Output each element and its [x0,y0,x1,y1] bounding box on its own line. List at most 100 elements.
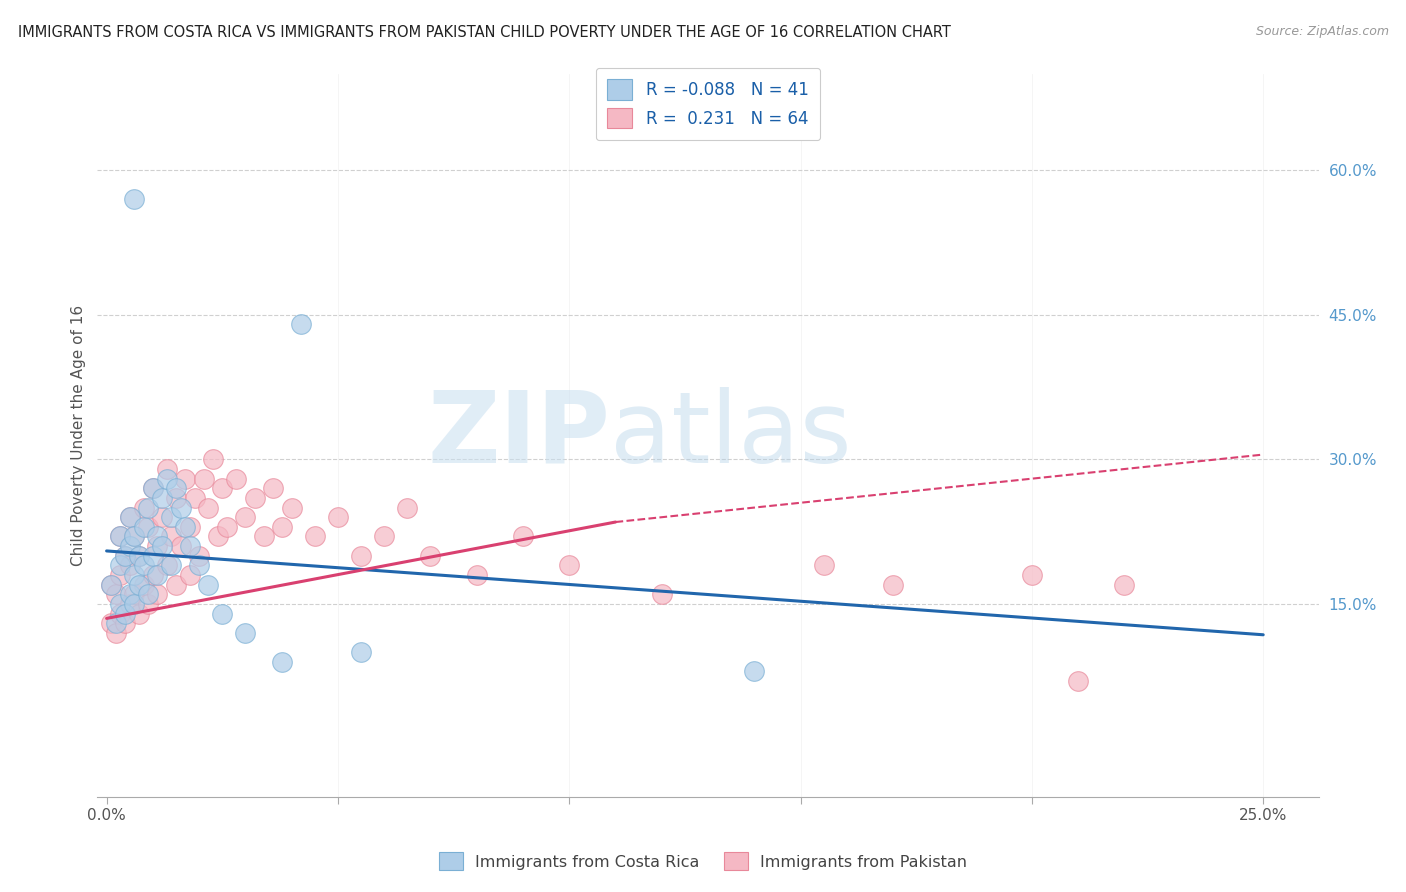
Point [100,577,122,591]
Point [271,520,294,534]
Point [128,577,150,591]
Point [350,645,373,659]
Point [207,529,229,543]
Point [118,510,141,524]
Point [160,510,183,524]
Point [169,539,191,553]
Point [128,549,150,563]
Point [253,529,276,543]
Point [262,481,284,495]
Point [114,616,136,631]
Point [188,549,211,563]
Point [110,597,132,611]
Point [114,549,136,563]
Point [179,568,201,582]
Point [165,577,187,591]
Point [179,520,201,534]
Point [146,539,169,553]
Point [419,549,441,563]
Text: Source: ZipAtlas.com: Source: ZipAtlas.com [1256,25,1389,38]
Point [813,558,835,573]
Point [124,529,146,543]
Point [110,529,132,543]
Point [156,558,179,573]
Point [558,558,581,573]
Point [132,558,155,573]
Point [465,568,488,582]
Point [1067,673,1090,688]
Point [160,558,183,573]
Point [124,587,146,601]
Point [183,491,205,505]
Point [132,520,155,534]
Point [373,529,395,543]
Point [197,577,219,591]
Point [118,597,141,611]
Point [136,500,159,515]
Point [350,549,373,563]
Point [156,472,179,486]
Point [118,587,141,601]
Point [211,607,233,621]
Point [100,577,122,591]
Point [150,491,173,505]
Point [215,520,238,534]
Point [114,607,136,621]
Point [110,607,132,621]
Point [1114,577,1136,591]
Legend: Immigrants from Costa Rica, Immigrants from Pakistan: Immigrants from Costa Rica, Immigrants f… [432,846,974,877]
Point [142,481,165,495]
Point [304,529,326,543]
Point [142,481,165,495]
Point [174,472,197,486]
Point [142,549,165,563]
Point [104,616,127,631]
Point [146,529,169,543]
Point [136,520,159,534]
Legend: R = -0.088   N = 41, R =  0.231   N = 64: R = -0.088 N = 41, R = 0.231 N = 64 [596,68,820,140]
Point [132,577,155,591]
Point [128,607,150,621]
Point [100,616,122,631]
Point [150,539,173,553]
Point [202,452,225,467]
Point [235,625,257,640]
Point [396,500,419,515]
Point [235,510,257,524]
Point [104,625,127,640]
Point [118,558,141,573]
Text: IMMIGRANTS FROM COSTA RICA VS IMMIGRANTS FROM PAKISTAN CHILD POVERTY UNDER THE A: IMMIGRANTS FROM COSTA RICA VS IMMIGRANTS… [18,25,950,40]
Point [165,481,187,495]
Point [124,192,146,206]
Point [271,655,294,669]
Point [124,529,146,543]
Point [188,558,211,573]
Point [110,558,132,573]
Text: atlas: atlas [610,387,852,483]
Point [1021,568,1043,582]
Text: ZIP: ZIP [427,387,610,483]
Point [174,520,197,534]
Point [156,462,179,476]
Point [114,549,136,563]
Point [150,510,173,524]
Point [136,587,159,601]
Point [225,472,247,486]
Point [169,500,191,515]
Point [124,597,146,611]
Point [280,500,302,515]
Point [118,510,141,524]
Point [193,472,215,486]
Point [882,577,904,591]
Point [132,500,155,515]
Point [124,568,146,582]
Point [146,568,169,582]
Point [326,510,349,524]
Point [160,529,183,543]
Point [243,491,266,505]
Point [104,587,127,601]
Point [290,318,312,332]
Point [742,665,765,679]
Point [128,549,150,563]
Point [146,587,169,601]
